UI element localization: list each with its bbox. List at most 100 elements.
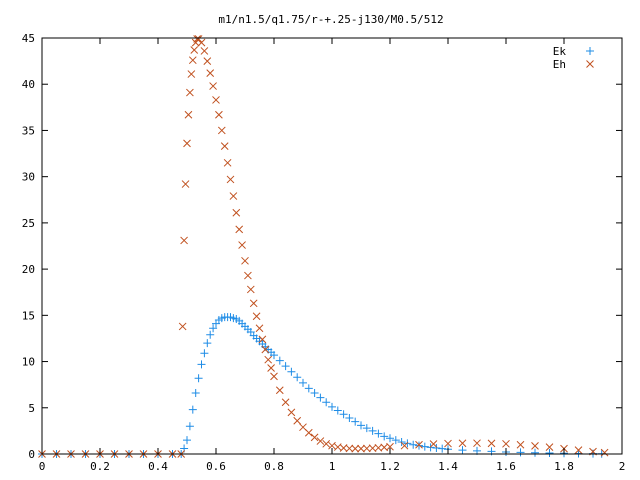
data-point <box>545 448 554 457</box>
y-tick-label: 30 <box>22 171 35 184</box>
data-point <box>187 70 196 78</box>
data-point <box>194 374 203 383</box>
axes: 0 0.2 0.4 0.6 0.8 1 1.2 1.4 1.6 1.8 20510152025303… <box>22 32 626 473</box>
data-point <box>345 444 354 453</box>
chart-title: m1/n1.5/q1.75/r-+.25-j130/M0.5/512 <box>218 13 443 26</box>
data-point <box>339 410 348 419</box>
series-ek <box>38 313 606 458</box>
y-tick-label: 40 <box>22 78 35 91</box>
data-point <box>241 256 249 265</box>
data-point <box>357 444 365 453</box>
x-tick-label: 0.4 <box>148 460 168 473</box>
data-point <box>281 362 290 371</box>
data-point <box>223 158 232 167</box>
data-point <box>275 386 284 395</box>
data-point <box>357 421 365 430</box>
data-point <box>304 428 313 437</box>
data-point <box>249 299 258 308</box>
data-point <box>531 442 539 450</box>
data-point <box>255 324 264 333</box>
legend-marker <box>586 47 594 55</box>
data-point <box>516 448 525 457</box>
data-point <box>264 355 273 364</box>
y-tick-label: 20 <box>22 263 35 276</box>
data-point <box>310 433 319 442</box>
y-tick-label: 0 <box>28 448 35 461</box>
data-point <box>188 405 197 414</box>
data-point <box>374 429 383 438</box>
data-point <box>368 426 377 435</box>
data-point <box>287 367 296 376</box>
data-point <box>232 208 241 217</box>
data-point <box>299 378 307 387</box>
data-point <box>345 413 354 422</box>
data-point <box>209 82 217 90</box>
data-point <box>206 69 215 77</box>
data-point <box>184 110 193 119</box>
data-point <box>444 439 452 448</box>
data-point <box>246 285 255 294</box>
data-point <box>281 398 290 407</box>
data-point <box>473 439 481 448</box>
x-tick-label: 2 <box>619 460 626 473</box>
data-point <box>229 192 238 200</box>
data-point <box>322 439 331 448</box>
data-point <box>386 434 394 443</box>
data-point <box>217 126 226 135</box>
data-point <box>328 402 336 411</box>
data-point <box>293 373 302 382</box>
data-point <box>190 46 199 54</box>
data-point <box>244 271 252 280</box>
x-tick-label: 0.2 <box>90 460 110 473</box>
data-point <box>183 436 191 445</box>
data-point <box>180 236 188 245</box>
data-point <box>531 448 539 457</box>
data-point <box>178 322 187 331</box>
data-point <box>188 56 197 65</box>
x-tick-label: 0.8 <box>264 460 284 473</box>
data-point <box>238 241 246 249</box>
data-point <box>209 324 218 333</box>
data-point <box>270 351 278 360</box>
data-point <box>203 57 212 65</box>
data-point <box>212 96 220 104</box>
data-point <box>545 443 554 452</box>
data-point <box>333 406 342 415</box>
data-point <box>458 439 467 448</box>
data-point <box>487 439 496 448</box>
data-point <box>275 356 284 365</box>
y-tick-label: 35 <box>22 124 35 137</box>
data-point <box>252 312 261 321</box>
data-point <box>267 364 275 372</box>
data-point <box>200 349 209 358</box>
data-point <box>415 441 423 450</box>
y-tick-label: 5 <box>28 402 35 415</box>
x-tick-label: 1.6 <box>496 460 516 473</box>
data-point <box>186 88 194 97</box>
data-point <box>351 444 360 453</box>
data-point <box>362 424 371 433</box>
plot-border <box>41 37 623 455</box>
data-point <box>432 443 441 452</box>
data-point <box>191 388 200 397</box>
data-point <box>287 408 296 417</box>
data-point <box>203 339 212 348</box>
data-point <box>400 441 409 450</box>
data-marks <box>38 35 609 458</box>
y-tick-label: 25 <box>22 217 35 230</box>
data-point <box>351 417 360 426</box>
data-point <box>328 441 336 450</box>
data-point <box>183 139 191 148</box>
x-tick-label: 1.2 <box>380 460 400 473</box>
data-point <box>368 444 377 453</box>
data-point <box>270 372 278 381</box>
legend-marker <box>586 60 594 68</box>
x-tick-label: 0.6 <box>206 460 226 473</box>
data-point <box>409 440 418 449</box>
data-point <box>420 442 429 451</box>
x-tick-label: 1.4 <box>438 460 458 473</box>
data-point <box>194 35 203 43</box>
x-tick-label: 1 <box>329 460 336 473</box>
